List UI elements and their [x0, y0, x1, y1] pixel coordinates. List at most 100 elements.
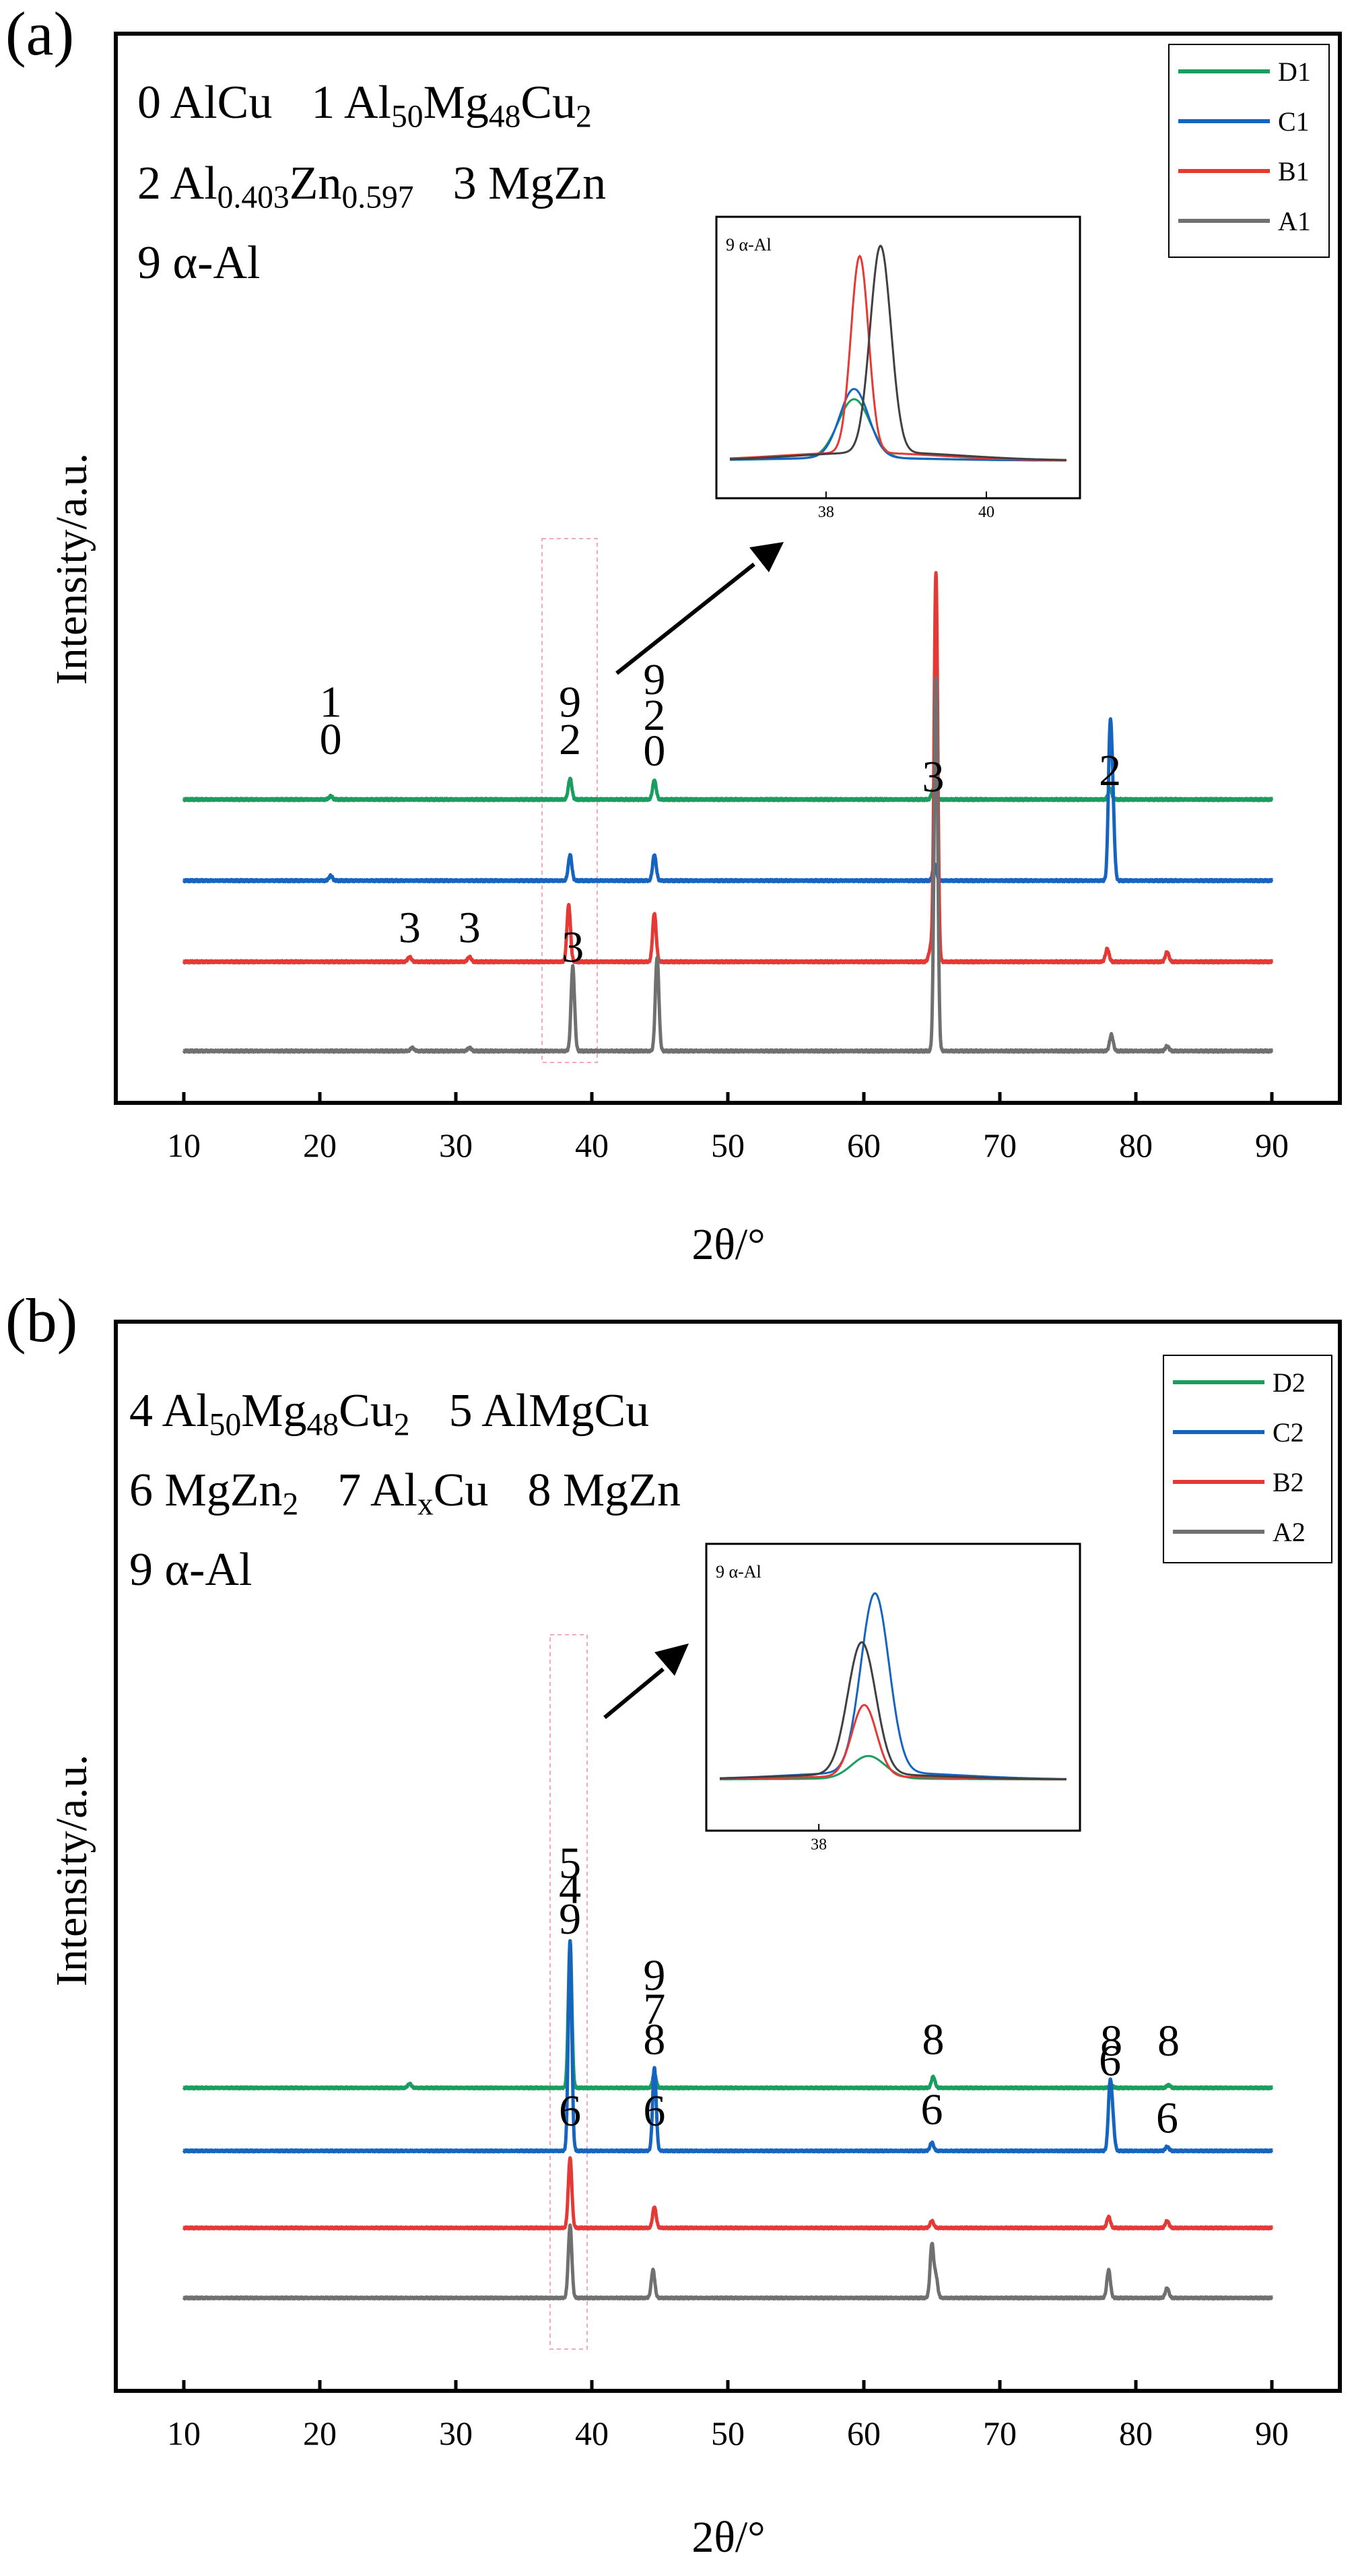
formula-text: Zn — [289, 158, 342, 209]
inset-frame — [705, 1543, 1081, 1832]
inset-tick-label: 40 — [978, 504, 994, 521]
phase-entry: 7 AlxCu — [337, 1464, 488, 1521]
phase-line-2: 2 Al0.403Zn0.597 3 MgZn — [137, 158, 607, 214]
peak-label: 0 — [320, 715, 342, 764]
formula-subscript: x — [417, 1487, 434, 1522]
peak-label: 9 — [643, 655, 665, 704]
inset-line-A2 — [720, 1641, 1067, 1781]
series-line-B2 — [182, 2156, 1274, 2231]
x-tick-label: 60 — [847, 2414, 881, 2452]
phase-entry: 6 MgZn2 — [129, 1464, 298, 1521]
peak-label: 9 — [643, 1951, 665, 2000]
inset-frame — [715, 215, 1081, 500]
peak-label: 7 — [643, 1984, 665, 2033]
formula-text: Al — [343, 77, 391, 129]
legend-label-A2: A2 — [1273, 1517, 1306, 1547]
phase-entry: 2 Al0.403Zn0.597 — [137, 158, 414, 214]
phase-number: 4 — [129, 1385, 162, 1437]
phase-line-3: 9 α-Al — [129, 1547, 252, 1594]
inset-title: 9 α-Al — [726, 235, 772, 255]
arrow-head — [654, 1643, 689, 1676]
peak-label: 6 — [559, 2087, 581, 2136]
phase-number: 2 — [137, 158, 170, 209]
peak-label: 2 — [559, 715, 581, 764]
formula-text: Al — [170, 158, 217, 209]
formula-subscript: 48 — [306, 1407, 339, 1443]
x-tick-label: 70 — [983, 2414, 1017, 2452]
phase-entry: 9 α-Al — [129, 1544, 252, 1596]
x-tick-label: 10 — [167, 1126, 201, 1164]
formula-text: MgZn — [488, 158, 607, 209]
panel-label: (b) — [5, 1286, 78, 1355]
x-tick-label: 40 — [575, 1126, 609, 1164]
formula-subscript: 0.403 — [217, 180, 290, 215]
peak-label: 2 — [1099, 746, 1121, 795]
inset-zoom: 9 α-Al 38 — [705, 1543, 1081, 1854]
peak-label: 3 — [562, 922, 584, 972]
arrow-shaft — [603, 1667, 665, 1720]
peak-label: 8 — [1100, 2016, 1122, 2066]
inset-ticks: 38 — [811, 1824, 827, 1854]
inset-arrow — [603, 1643, 689, 1720]
peak-label: 6 — [1099, 2036, 1121, 2085]
phase-number: 9 — [129, 1544, 165, 1596]
x-axis-title: 2θ/° — [691, 1220, 765, 1269]
x-tick-label: 80 — [1119, 1126, 1153, 1164]
x-tick-label: 60 — [847, 1126, 881, 1164]
x-tick-label: 30 — [439, 1126, 473, 1164]
inset-tick-label: 38 — [818, 504, 834, 521]
formula-subscript: 50 — [391, 99, 424, 135]
legend-label-B1: B1 — [1278, 156, 1310, 187]
inset-lines — [719, 1592, 1067, 1781]
peak-label: 9 — [559, 1895, 581, 1944]
legend-label-C2: C2 — [1273, 1417, 1304, 1448]
peak-label: 2 — [643, 691, 665, 740]
phase-number: 6 — [129, 1464, 165, 1516]
formula-subscript: 50 — [209, 1407, 242, 1443]
peak-label: 6 — [1156, 2094, 1178, 2143]
formula-subscript: 48 — [488, 99, 521, 135]
peak-label: 8 — [643, 2015, 665, 2064]
x-axis-title: 2θ/° — [691, 2513, 765, 2562]
inset-line-A1 — [730, 244, 1067, 461]
peak-label: 6 — [643, 2087, 665, 2136]
phase-number: 7 — [337, 1464, 370, 1516]
x-tick-label: 70 — [983, 1126, 1017, 1164]
peak-label: 6 — [921, 2085, 943, 2134]
peak-label: 9 — [559, 678, 581, 727]
phase-line-2: 6 MgZn2 7 AlxCu 8 MgZn — [129, 1464, 681, 1521]
formula-text: Cu — [520, 77, 576, 129]
y-axis-title: Intensity/a.u. — [47, 453, 96, 685]
legend: D1 C1 B1 A1 — [1168, 44, 1330, 258]
phase-number: 5 — [448, 1385, 482, 1437]
peak-label: 1 — [320, 678, 342, 727]
phase-entry: 5 AlMgCu — [449, 1385, 650, 1437]
x-tick-label: 90 — [1255, 1126, 1289, 1164]
arrow-shaft — [615, 562, 755, 675]
series-line-D2 — [182, 1939, 1274, 2091]
formula-text: AlCu — [170, 77, 273, 129]
legend-label-A1: A1 — [1278, 206, 1311, 236]
legend: D2 C2 B2 A2 — [1163, 1355, 1332, 1563]
phase-number: 8 — [527, 1464, 563, 1516]
phase-line-1: 0 AlCu 1 Al50Mg48Cu2 — [137, 77, 592, 133]
series-line-C2 — [182, 1939, 1274, 2154]
phase-entry: 9 α-Al — [137, 237, 261, 289]
x-tick-label: 20 — [303, 2414, 337, 2452]
formula-text: Mg — [241, 1385, 307, 1437]
formula-text: MgZn — [562, 1464, 681, 1516]
formula-text: α-Al — [172, 237, 261, 289]
legend-label-C1: C1 — [1278, 106, 1310, 137]
phase-number: 3 — [452, 158, 489, 209]
formula-subscript: 2 — [393, 1407, 410, 1443]
x-tick-label: 10 — [167, 2414, 201, 2452]
phase-number: 1 — [311, 77, 344, 129]
phase-entry: 3 MgZn — [453, 158, 607, 209]
peak-label: 3 — [399, 904, 421, 953]
x-tick-label: 20 — [303, 1126, 337, 1164]
x-tick-label: 50 — [711, 1126, 745, 1164]
phase-entry: 8 MgZn — [527, 1464, 681, 1516]
